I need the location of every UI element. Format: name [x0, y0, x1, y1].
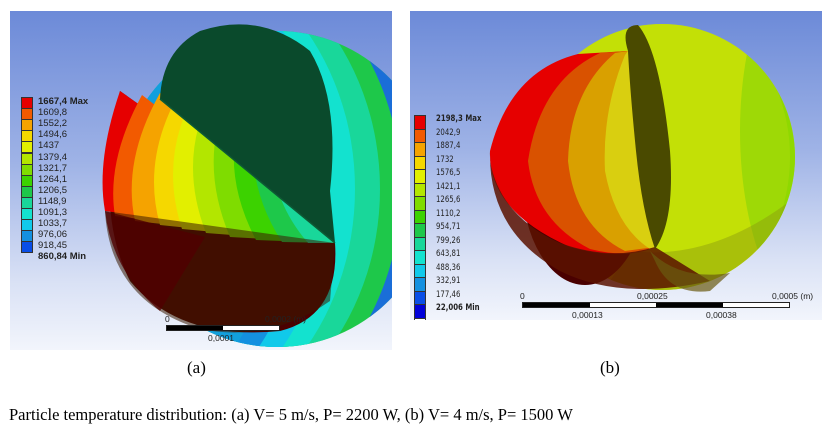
legend-label: 1265,6 [436, 195, 461, 205]
legend-swatch [414, 142, 426, 157]
legend-label: 860,84 Min [38, 251, 87, 263]
contour-plot-b: 2198,3 Max 2042,9 1887,4 1732 1576,5 1421,1 12… [410, 11, 822, 320]
sphere-temperature-render-b [489, 24, 795, 292]
legend-label: 1091,3 [38, 207, 68, 218]
legend-swatch [21, 241, 33, 254]
cut-edge-a [159, 98, 336, 244]
legend-swatch [414, 263, 426, 278]
panel-label-b: (b) [600, 358, 620, 377]
legend-label: 1148,9 [38, 195, 67, 207]
legend-swatch [414, 169, 426, 184]
scale-start-a: 0 [165, 314, 170, 324]
scale-bar-a: 0 0,0002 (m) 0,0001 [165, 314, 325, 344]
legend-label: 332,91 [436, 276, 461, 286]
legend-swatch-below-min [414, 317, 426, 320]
legend-swatch [414, 182, 426, 197]
legend-label: 1576,5 [436, 168, 461, 178]
legend-label: 177,46 [436, 289, 461, 300]
legend-swatch [414, 128, 426, 143]
legend-label: 1421,1 [436, 181, 461, 192]
scale-bar-black-segment-a [167, 326, 223, 330]
left-disk-b [489, 51, 730, 292]
cut-face-a [160, 24, 335, 244]
legend-label: 22,006 Min [436, 303, 480, 313]
scale-bar-track-a [166, 325, 280, 331]
scale-bar-black-segment-2-b [656, 303, 723, 307]
legend-swatch [414, 115, 426, 130]
legend-label: 1110,2 [436, 208, 461, 219]
legend-swatch [414, 196, 426, 211]
panel-label-a: (a) [187, 358, 206, 377]
scale-bar-track-b [522, 302, 790, 308]
scale-start-b: 0 [520, 291, 525, 301]
legend-label: 1379,4 [38, 151, 68, 163]
legend-swatch [414, 236, 426, 251]
legend-label: 1206,5 [38, 184, 68, 196]
legend-label: 1552,2 [38, 118, 68, 130]
legend-label: 1732 [436, 154, 454, 165]
legend-swatch [414, 250, 426, 265]
sphere-temperature-render-a [102, 24, 392, 347]
scale-q1-b: 0,00013 [572, 310, 603, 320]
legend-label: 1494,6 [38, 129, 68, 141]
legend-label: 2042,9 [436, 127, 461, 138]
legend-label: 1264,1 [38, 173, 68, 185]
scale-bar-black-segment-1-b [523, 303, 590, 307]
legend-label: 643,81 [436, 249, 461, 259]
scale-bar-b: 0 0,00025 0,0005 (m) 0,00013 0,00038 [518, 291, 820, 320]
legend-label: 1321,7 [38, 162, 68, 174]
legend-label: 918,45 [38, 240, 68, 252]
scale-end-a: 0,0002 (m) [265, 314, 307, 324]
legend-label: 1609,8 [38, 107, 68, 119]
legend-label: 488,36 [436, 262, 461, 273]
contour-plot-a: 1667,4 Max 1609,8 1552,2 1494,6 1437 1379,4 13… [10, 11, 392, 350]
legend-swatch [414, 155, 426, 170]
legend-swatch [414, 304, 426, 319]
scale-q3-b: 0,00038 [706, 310, 737, 320]
scale-end-b: 0,0005 (m) [772, 291, 814, 301]
legend-label: 2198,3 Max [436, 114, 482, 124]
legend-label: 954,71 [436, 222, 461, 232]
legend-label: 1437 [38, 140, 60, 152]
legend-label: 799,26 [436, 235, 461, 246]
legend-swatch [414, 209, 426, 224]
legend-label: 1667,4 Max [38, 96, 89, 107]
figure-caption: Particle temperature distribution: (a) V… [9, 405, 573, 424]
legend-label: 1887,4 [436, 141, 461, 151]
legend-swatch [414, 290, 426, 305]
legend-label: 1033,7 [38, 218, 68, 230]
scale-mid-top-b: 0,00025 [637, 291, 668, 301]
legend-swatch [414, 277, 426, 292]
legend-label: 976,06 [38, 229, 68, 241]
cut-face-b [625, 25, 671, 249]
scale-mid-a: 0,0001 [208, 333, 234, 343]
legend-swatch [414, 223, 426, 238]
